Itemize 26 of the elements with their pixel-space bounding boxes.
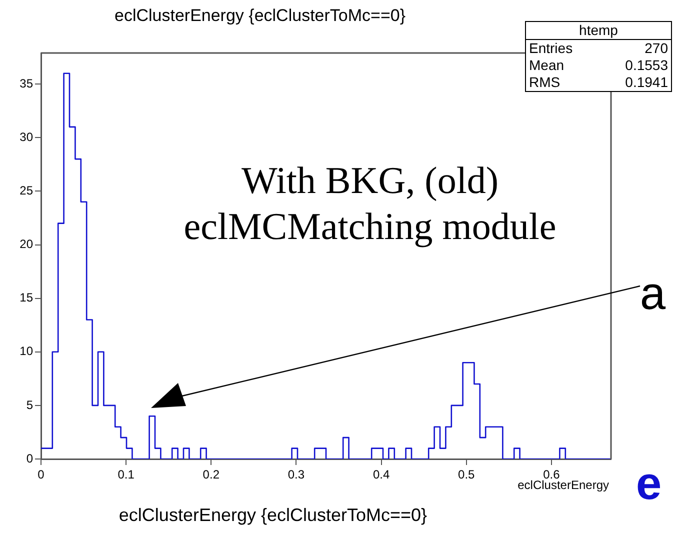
y-tick-label: 20 bbox=[20, 237, 34, 252]
y-tick-label: 25 bbox=[20, 184, 34, 198]
chart-title: eclClusterEnergy {eclClusterToMc==0} bbox=[113, 6, 407, 26]
text: 270 bbox=[644, 40, 668, 57]
y-tick-label: 35 bbox=[20, 76, 34, 90]
annotation: Mean bbox=[529, 57, 564, 74]
text: htemp bbox=[526, 22, 671, 40]
x-tick-label: 0.3 bbox=[288, 468, 305, 482]
annotation: Entries bbox=[529, 40, 573, 57]
y-tick-label: 0 bbox=[26, 451, 34, 466]
x-tick-label: 0.2 bbox=[202, 468, 220, 482]
x-tick-label: 0 bbox=[38, 468, 45, 482]
text: 0.1553 bbox=[625, 57, 668, 74]
annotation: RMS bbox=[529, 74, 560, 91]
y-tick-label: 30 bbox=[20, 130, 34, 144]
text: 0.1941 bbox=[625, 74, 668, 91]
y-tick-label: 15 bbox=[20, 290, 34, 305]
x-tick-label: 0.1 bbox=[118, 468, 135, 482]
text: a bbox=[640, 267, 666, 319]
text: e bbox=[636, 457, 662, 509]
x-tick-label: 0.5 bbox=[458, 468, 476, 482]
y-tick-label: 5 bbox=[26, 398, 34, 412]
x-tick-label: 0.4 bbox=[372, 468, 390, 482]
text: eclClusterEnergy {eclClusterToMc==0} bbox=[118, 505, 428, 526]
y-tick-label: 10 bbox=[20, 344, 34, 358]
annotation: With BKG, (old) eclMCMatching module bbox=[182, 159, 558, 250]
